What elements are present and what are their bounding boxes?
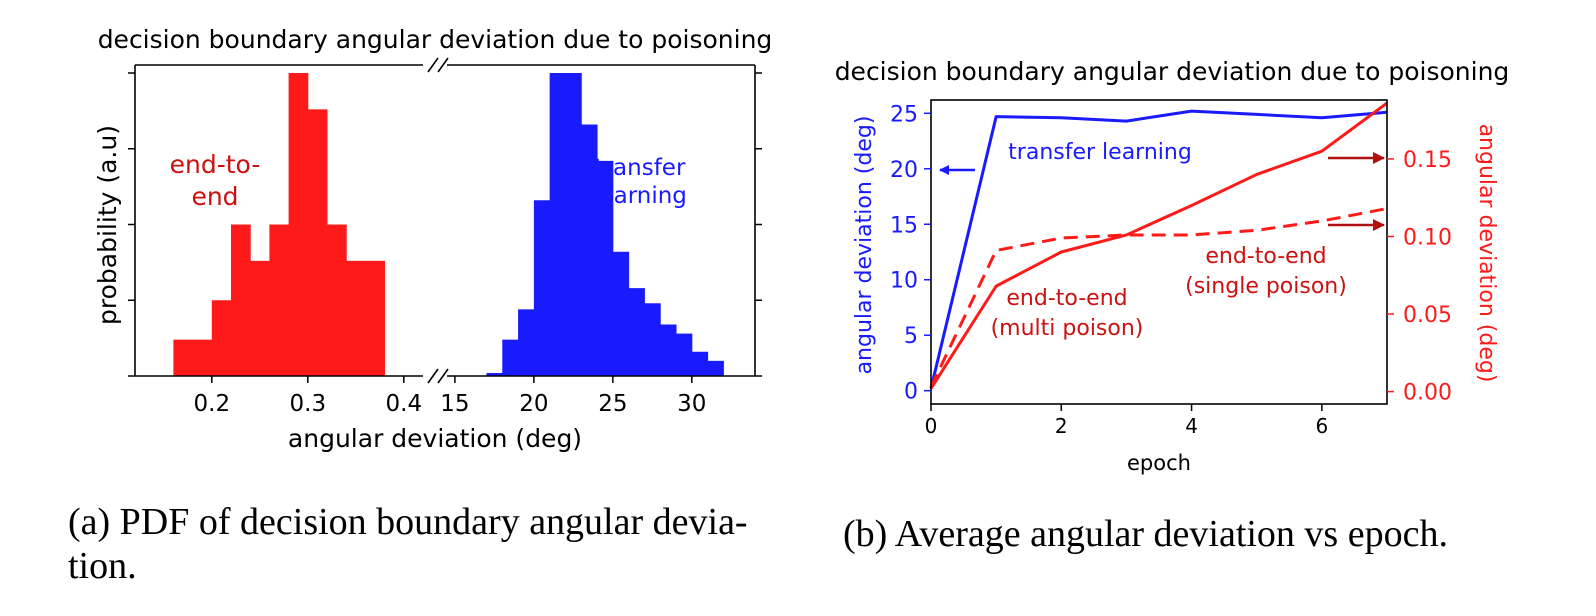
chart-a-xtick-label-right-0: 15 (440, 391, 469, 417)
histogram-bar-transfer-14 (707, 360, 724, 376)
histogram-chart: decision boundary angular deviation due … (93, 25, 772, 453)
histogram-bar-transfer-4 (549, 73, 566, 376)
chart-a-xtick-label-left-1: 0.3 (290, 391, 327, 417)
chart-a-ylabel: probability (a.u) (93, 125, 122, 325)
series-line-multi-poison (929, 101, 1388, 390)
chart-b-xtick-label-1: 2 (1055, 414, 1068, 438)
chart-b-plot-frame (930, 99, 1388, 405)
histogram-bar-transfer-11 (660, 324, 677, 376)
chart-b-ytick-label-left-5: 25 (890, 102, 918, 127)
chart-b-ytick-label-left-1: 5 (904, 324, 918, 349)
caption-b: (b) Average angular deviation vs epoch. (843, 513, 1448, 555)
chart-b-xtick-label-3: 6 (1315, 414, 1328, 438)
histogram-bar-end-to-end-1 (192, 339, 213, 376)
histogram-bar-end-to-end-9 (346, 260, 366, 376)
chart-b-ytick-label-left-4: 20 (890, 158, 918, 183)
chart-b-ytick-label-left-2: 10 (890, 269, 918, 294)
chart-a-xtick-label-left-0: 0.2 (194, 391, 231, 417)
series-label-end-to-end-line2: end (191, 182, 238, 211)
histogram-bar-end-to-end-3 (231, 224, 251, 376)
histogram-bar-end-to-end-5 (269, 224, 290, 376)
series-label-transfer-learning: transfer learning (1008, 140, 1192, 165)
chart-b-ytick-label-right-3: 0.15 (1403, 148, 1452, 173)
axis-break-mark-0b (437, 57, 449, 73)
series-label-multi-line2: (multi poison) (991, 316, 1144, 341)
chart-b-ytick-label-right-1: 0.05 (1403, 303, 1452, 328)
histogram-bar-transfer-13 (691, 351, 709, 376)
chart-b-ytick-label-right-0: 0.00 (1403, 381, 1452, 406)
chart-b-ylabel-left: angular deviation (deg) (852, 116, 877, 375)
series-label-single-line1: end-to-end (1205, 244, 1326, 269)
histogram-bar-end-to-end-6 (288, 73, 309, 376)
chart-b-title: decision boundary angular deviation due … (835, 57, 1510, 86)
histogram-bar-transfer-12 (676, 333, 693, 376)
histogram-bar-end-to-end-10 (365, 260, 386, 376)
chart-a-xtick-label-right-1: 20 (519, 391, 548, 417)
histogram-bar-transfer-8 (612, 251, 630, 376)
chart-a-xtick-label-left-2: 0.4 (386, 391, 423, 417)
histogram-bar-end-to-end-4 (250, 260, 270, 376)
series-label-multi-line1: end-to-end (1006, 286, 1127, 311)
histogram-bar-transfer-0 (486, 372, 503, 376)
histogram-bar-transfer-10 (644, 303, 661, 376)
histogram-bar-end-to-end-2 (211, 300, 232, 376)
chart-b-ylabel-right: angular deviation (deg) (1474, 124, 1499, 383)
chart-a-title: decision boundary angular deviation due … (98, 25, 773, 54)
series-label-end-to-end-line1: end-to- (170, 150, 261, 179)
chart-b-xtick-label-2: 4 (1185, 414, 1198, 438)
histogram-bar-transfer-2 (518, 309, 535, 376)
chart-a-xlabel: angular deviation (deg) (288, 424, 582, 453)
histogram-bar-transfer-1 (502, 339, 519, 376)
histogram-bar-transfer-3 (533, 200, 551, 376)
chart-b-xtick-label-0: 0 (925, 414, 938, 438)
histogram-bar-transfer-6 (581, 124, 598, 376)
chart-a-xtick-label-right-3: 30 (677, 391, 706, 417)
series-line-single-poison (929, 207, 1388, 388)
chart-a-xtick-label-right-2: 25 (598, 391, 627, 417)
chart-b-xlabel: epoch (1127, 451, 1191, 475)
axis-break-mark-1b (437, 368, 449, 384)
histogram-bar-end-to-end-0 (173, 339, 194, 376)
chart-b-ytick-label-right-2: 0.10 (1403, 225, 1452, 250)
histogram-bar-transfer-5 (565, 73, 582, 376)
histogram-bar-end-to-end-7 (307, 109, 328, 377)
chart-b-ytick-label-left-3: 15 (890, 213, 918, 238)
histogram-bar-transfer-9 (628, 288, 645, 376)
chart-b-ytick-label-left-0: 0 (904, 380, 918, 405)
caption-a-line1: (a) PDF of decision boundary angular dev… (68, 501, 748, 543)
series-line-transfer-learning (929, 109, 1388, 389)
line-chart: decision boundary angular deviation due … (835, 57, 1510, 475)
series-label-single-line2: (single poison) (1185, 274, 1347, 299)
series-label-transfer-line2: learning (593, 183, 687, 209)
histogram-bar-transfer-7 (597, 160, 614, 376)
histogram-bar-end-to-end-8 (327, 224, 347, 376)
series-label-transfer-line1: transfer (595, 155, 686, 181)
axis-break-mark-1a (427, 368, 439, 384)
axis-break-mark-0a (427, 57, 439, 73)
caption-a-line2: tion. (68, 545, 137, 587)
